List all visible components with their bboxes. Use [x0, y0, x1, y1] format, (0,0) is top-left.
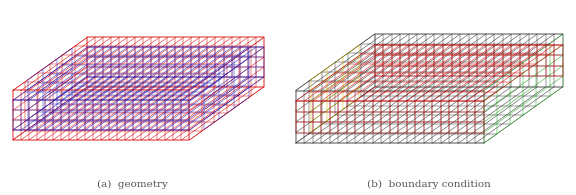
Text: (a)  geometry: (a) geometry	[97, 180, 168, 189]
Text: (b)  boundary condition: (b) boundary condition	[367, 180, 491, 189]
